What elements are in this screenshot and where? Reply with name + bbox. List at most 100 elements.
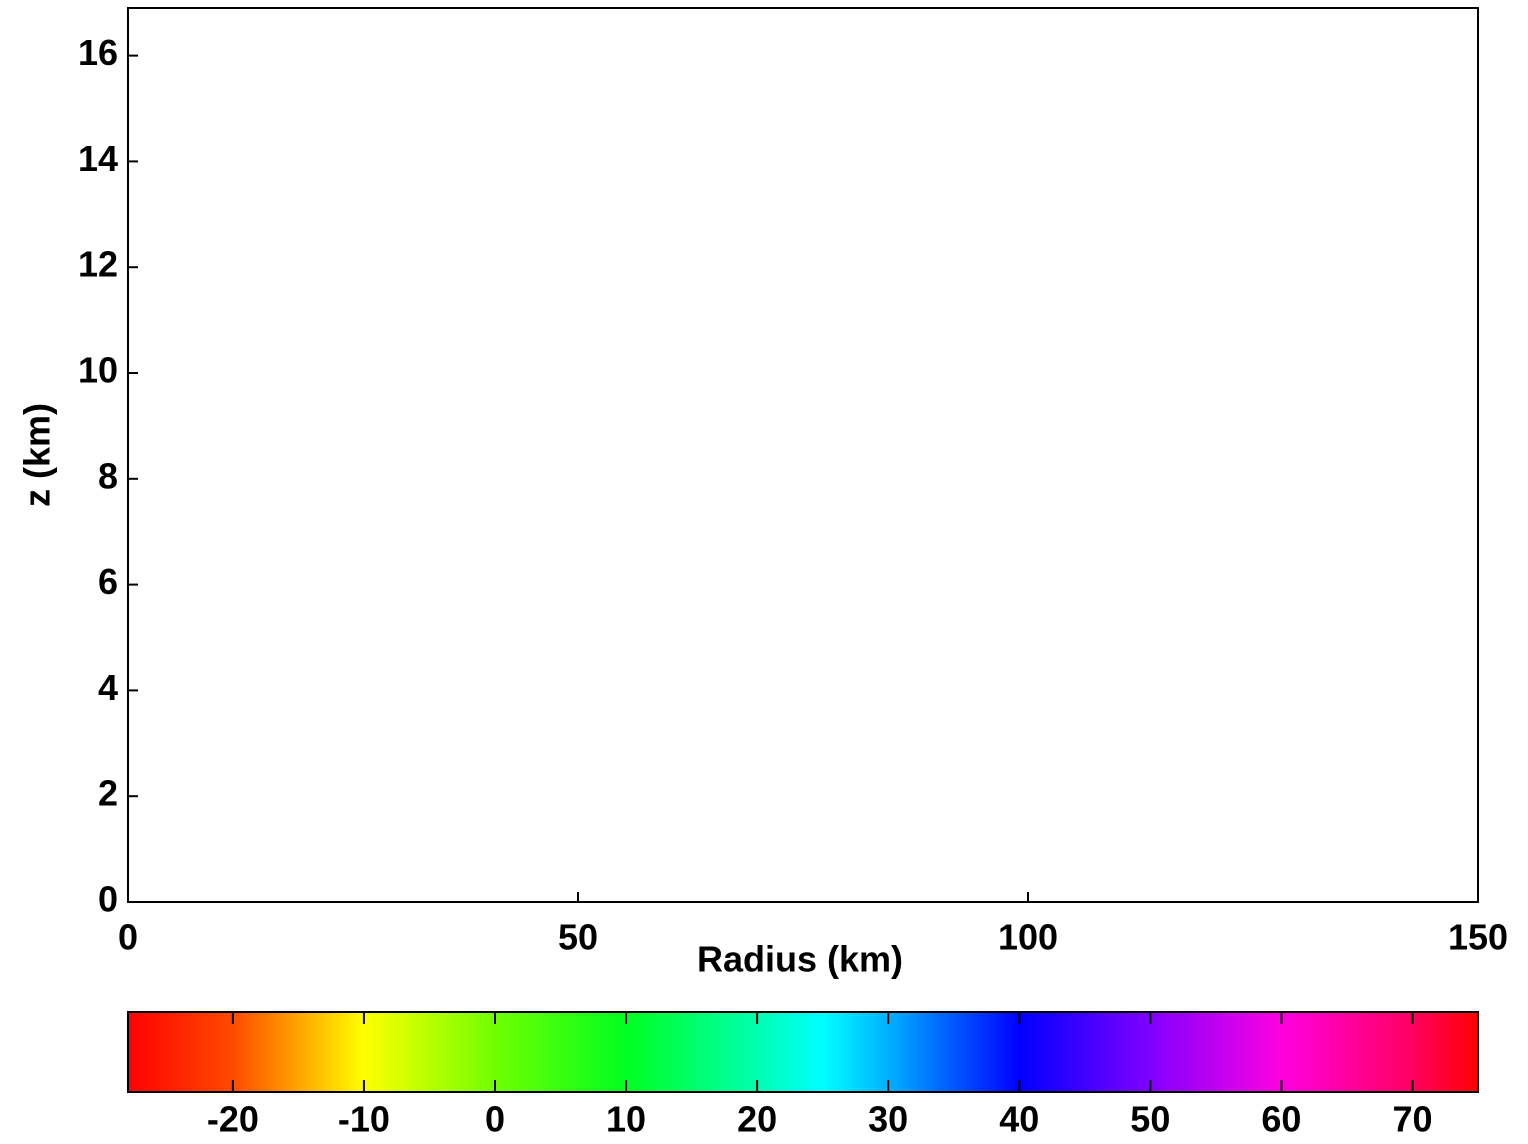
cell	[1298, 161, 1389, 215]
cell	[938, 373, 1029, 427]
cell	[1388, 320, 1478, 374]
cell	[578, 373, 669, 427]
cell	[668, 584, 759, 639]
cell	[668, 214, 759, 268]
colorbar-tick-label: -20	[207, 1099, 259, 1140]
colorbar-tick-label: 0	[485, 1099, 505, 1140]
cell	[218, 796, 309, 850]
cell	[488, 478, 579, 533]
cell	[1028, 108, 1119, 162]
cell	[398, 531, 489, 586]
x-tick-label: 100	[998, 917, 1058, 958]
cell	[578, 267, 669, 321]
cell	[758, 161, 849, 215]
cell	[848, 108, 939, 162]
cell	[488, 743, 579, 797]
cell	[1118, 320, 1209, 374]
cell	[488, 161, 579, 215]
cell	[1118, 425, 1209, 480]
y-tick-label: 12	[78, 244, 118, 285]
cell	[1208, 690, 1299, 744]
cell	[578, 743, 669, 797]
cell	[1118, 584, 1209, 639]
cell	[308, 320, 399, 374]
cell	[1028, 320, 1119, 374]
cell	[1298, 478, 1389, 533]
colorbar-tick-label: -10	[338, 1099, 390, 1140]
cell	[488, 373, 579, 427]
cell	[128, 637, 219, 691]
cell	[308, 849, 399, 902]
cell	[578, 584, 669, 639]
cell	[218, 55, 309, 110]
cell	[1028, 584, 1119, 639]
cell	[1388, 8, 1478, 57]
cell	[1208, 478, 1299, 533]
cell	[308, 214, 399, 268]
cell	[1028, 743, 1119, 797]
cell	[1388, 161, 1478, 215]
cell	[1118, 373, 1209, 427]
cell	[308, 108, 399, 162]
cell	[128, 690, 219, 744]
cell	[938, 161, 1029, 215]
cell	[578, 108, 669, 162]
cell	[758, 267, 849, 321]
cell	[128, 8, 219, 57]
cell	[488, 214, 579, 268]
cell	[668, 267, 759, 321]
cell	[938, 8, 1029, 57]
cell	[1388, 214, 1478, 268]
cell	[938, 478, 1029, 533]
cell	[398, 320, 489, 374]
cell	[938, 108, 1029, 162]
cell	[1028, 214, 1119, 268]
cell	[848, 267, 939, 321]
cell	[1208, 320, 1299, 374]
cell	[128, 849, 219, 902]
cell	[668, 796, 759, 850]
cell	[398, 796, 489, 850]
cell	[1208, 373, 1299, 427]
cell	[848, 425, 939, 480]
cell	[218, 584, 309, 639]
cell	[1298, 690, 1389, 744]
cell	[398, 637, 489, 691]
cell	[758, 796, 849, 850]
cell	[1028, 55, 1119, 110]
cell	[1118, 55, 1209, 110]
cell	[1028, 8, 1119, 57]
cell	[218, 267, 309, 321]
cell	[938, 320, 1029, 374]
cell	[1208, 637, 1299, 691]
cell	[848, 849, 939, 902]
cell	[398, 267, 489, 321]
cell	[218, 373, 309, 427]
cell	[848, 320, 939, 374]
cell	[1388, 743, 1478, 797]
cell	[938, 743, 1029, 797]
cell	[1028, 161, 1119, 215]
cell	[758, 584, 849, 639]
cell	[488, 8, 579, 57]
cell	[1388, 55, 1478, 110]
cell	[1298, 267, 1389, 321]
cell	[128, 108, 219, 162]
cell	[308, 531, 399, 586]
cell	[848, 8, 939, 57]
cell	[218, 8, 309, 57]
cell	[668, 849, 759, 902]
cell	[128, 214, 219, 268]
y-axis-title: z (km)	[17, 403, 58, 507]
cell	[128, 743, 219, 797]
cell	[758, 320, 849, 374]
cell	[488, 55, 579, 110]
cell	[1388, 637, 1478, 691]
cell	[1118, 8, 1209, 57]
cell	[398, 8, 489, 57]
colorbar-tick-label: 40	[999, 1099, 1039, 1140]
y-tick-label: 6	[98, 561, 118, 602]
cell	[848, 796, 939, 850]
cell	[1118, 478, 1209, 533]
